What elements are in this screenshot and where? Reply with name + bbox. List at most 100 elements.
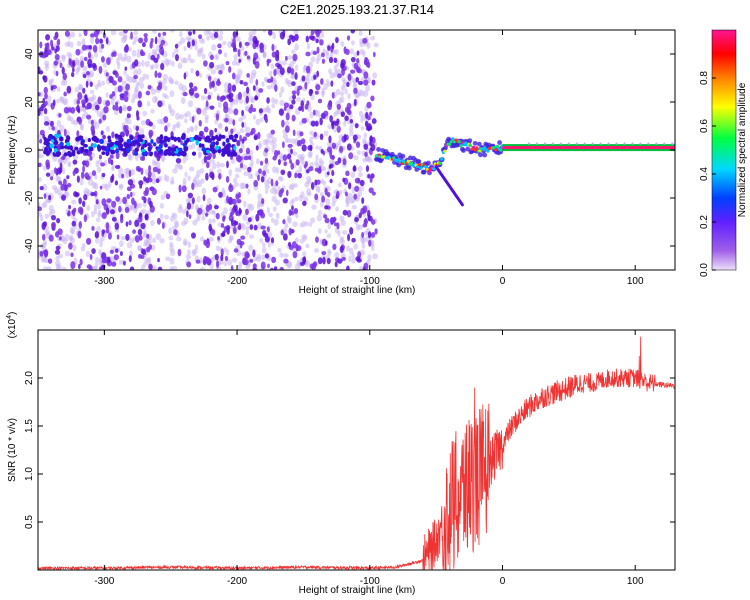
noise-speckle — [121, 80, 127, 85]
noise-speckle — [131, 93, 138, 99]
noise-blob — [331, 154, 335, 161]
noise-speckle — [118, 31, 124, 37]
noise-speckle — [152, 265, 158, 270]
noise-speckle — [38, 201, 41, 207]
noise-speckle — [244, 126, 251, 134]
noise-blob — [349, 118, 354, 124]
noise-speckle — [117, 53, 123, 60]
noise-blob — [346, 81, 350, 88]
noise-blob — [48, 234, 54, 242]
noise-blob — [111, 217, 117, 222]
noise-blob — [101, 258, 107, 264]
noise-speckle — [82, 65, 88, 72]
noise-speckle — [61, 266, 67, 270]
noise-blob — [315, 179, 321, 185]
noise-speckle — [284, 77, 289, 85]
noise-speckle — [50, 209, 56, 215]
noise-speckle — [288, 184, 294, 190]
noise-blob — [352, 134, 358, 141]
noise-speckle — [334, 251, 340, 259]
noise-blob — [362, 205, 368, 214]
noise-blob — [149, 200, 153, 208]
signal-cluster-blob — [124, 142, 130, 149]
noise-blob — [125, 83, 130, 91]
noise-speckle — [284, 138, 289, 143]
noise-speckle — [200, 95, 206, 101]
noise-blob — [83, 194, 88, 201]
noise-blob — [343, 133, 347, 142]
noise-speckle — [54, 126, 58, 134]
noise-speckle — [123, 168, 130, 175]
noise-speckle — [252, 114, 257, 120]
noise-speckle — [180, 37, 186, 44]
noise-speckle — [179, 165, 183, 170]
noise-blob — [108, 75, 113, 82]
noise-speckle — [270, 217, 275, 223]
noise-blob — [131, 197, 135, 205]
noise-blob — [220, 248, 224, 257]
noise-speckle — [62, 97, 69, 106]
signal-cluster-blob — [215, 140, 219, 146]
noise-blob — [371, 191, 376, 196]
noise-blob — [228, 66, 232, 73]
noise-blob — [365, 165, 370, 173]
noise-blob — [84, 160, 90, 167]
signal-core — [449, 140, 453, 144]
noise-speckle — [38, 211, 42, 217]
signal-core — [459, 144, 463, 148]
snr-scale-label: (x104) — [6, 312, 18, 339]
colorbar-ticks: 0.0 0.2 0.4 0.6 0.8 — [699, 71, 716, 277]
snr-frame — [37, 329, 676, 571]
noise-blob — [91, 225, 95, 231]
noise-blob — [137, 90, 142, 99]
noise-blob — [39, 185, 44, 191]
noise-blob — [77, 107, 81, 114]
carrier-speckle — [591, 142, 594, 145]
noise-speckle — [71, 199, 77, 205]
noise-speckle — [128, 47, 132, 52]
noise-speckle — [170, 176, 175, 184]
noise-blob — [356, 57, 360, 64]
noise-speckle — [245, 225, 250, 231]
noise-blob — [333, 222, 338, 227]
noise-blob — [49, 176, 54, 181]
noise-speckle — [272, 31, 276, 40]
noise-speckle — [216, 161, 221, 169]
noise-speckle — [359, 249, 366, 256]
noise-blob — [188, 214, 192, 219]
signal-core — [486, 149, 490, 153]
noise-blob — [249, 224, 254, 230]
noise-blob — [105, 72, 109, 77]
signal-core — [451, 137, 455, 141]
noise-speckle — [248, 204, 255, 212]
noise-speckle — [279, 99, 285, 106]
noise-speckle — [220, 63, 225, 70]
noise-blob — [280, 169, 286, 176]
noise-blob — [364, 217, 368, 224]
noise-blob — [344, 191, 348, 197]
noise-blob — [123, 95, 129, 103]
colorbar: 0.0 0.2 0.4 0.6 0.8 Normalized spectral ampl… — [699, 29, 748, 277]
noise-blob — [230, 128, 234, 135]
noise-speckle — [249, 173, 254, 180]
noise-blob — [142, 155, 146, 161]
noise-blob — [129, 191, 133, 198]
noise-speckle — [344, 87, 348, 95]
noise-blob — [135, 125, 140, 132]
noise-blob — [123, 45, 129, 53]
noise-speckle — [187, 100, 193, 108]
noise-blob — [259, 47, 265, 53]
noise-blob — [187, 41, 191, 48]
noise-blob — [211, 173, 215, 181]
noise-speckle — [201, 53, 206, 60]
noise-blob — [111, 80, 117, 86]
noise-blob — [305, 35, 310, 43]
noise-speckle — [250, 159, 254, 166]
noise-blob — [208, 223, 212, 232]
noise-blob — [216, 95, 220, 101]
noise-blob — [310, 30, 315, 36]
noise-blob — [289, 210, 295, 216]
signal-cluster-blob — [88, 146, 94, 152]
noise-speckle — [139, 128, 145, 135]
noise-speckle — [50, 169, 55, 177]
